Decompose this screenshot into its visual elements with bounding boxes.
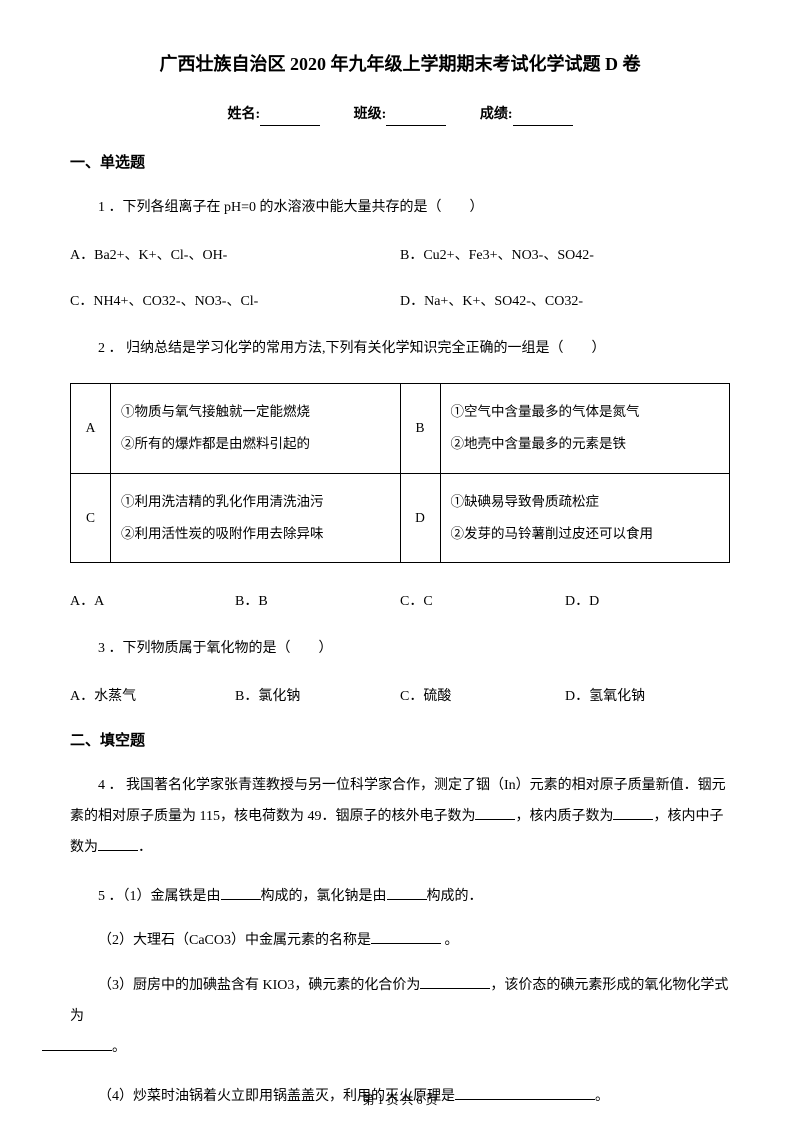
q2-option-b: B．B bbox=[235, 588, 400, 616]
exam-title: 广西壮族自治区 2020 年九年级上学期期末考试化学试题 D 卷 bbox=[70, 50, 730, 79]
question-2-text: 2 ． 归纳总结是学习化学的常用方法,下列有关化学知识完全正确的一组是（ ） bbox=[70, 334, 730, 365]
question-1-text: 1 ．下列各组离子在 pH=0 的水溶液中能大量共存的是（ ） bbox=[70, 193, 730, 224]
q5-p1-blank-1[interactable] bbox=[221, 886, 261, 900]
question-4: 4 ． 我国著名化学家张青莲教授与另一位科学家合作，测定了铟（In）元素的相对原… bbox=[70, 771, 730, 863]
q5-p1-blank-2[interactable] bbox=[387, 886, 427, 900]
q1-option-a: A．Ba2+、K+、Cl-、OH- bbox=[70, 242, 400, 270]
name-label: 姓名: bbox=[227, 107, 260, 122]
q5-p2-text-2: 。 bbox=[441, 933, 459, 948]
question-2-options: A．A B．B C．C D．D bbox=[70, 588, 730, 616]
q2-option-a: A．A bbox=[70, 588, 235, 616]
table-cell-c-content: ①利用洗洁精的乳化作用清洗油污 ②利用活性炭的吸附作用去除异味 bbox=[111, 473, 401, 563]
name-blank[interactable] bbox=[260, 110, 320, 126]
question-2-table: A ①物质与氧气接触就一定能燃烧 ②所有的爆炸都是由燃料引起的 B ①空气中含量… bbox=[70, 383, 730, 564]
q4-text-2: ，核内质子数为 bbox=[515, 809, 613, 824]
table-cell-b-label: B bbox=[400, 383, 440, 473]
q1-option-d: D．Na+、K+、SO42-、CO32- bbox=[400, 288, 730, 316]
question-5-p2: （2）大理石（CaCO3）中金属元素的名称是 。 bbox=[70, 926, 730, 957]
section-1-heading: 一、单选题 bbox=[70, 151, 730, 175]
section-2-heading: 二、填空题 bbox=[70, 729, 730, 753]
class-blank[interactable] bbox=[386, 110, 446, 126]
table-cell-b-content: ①空气中含量最多的气体是氮气 ②地壳中含量最多的元素是铁 bbox=[440, 383, 730, 473]
page-footer: 第 1 页 共 6 页 bbox=[0, 1091, 800, 1110]
table-cell-c-label: C bbox=[71, 473, 111, 563]
table-cell-a-label: A bbox=[71, 383, 111, 473]
question-3-text: 3 ．下列物质属于氧化物的是（ ） bbox=[70, 634, 730, 665]
q1-option-b: B．Cu2+、Fe3+、NO3-、SO42- bbox=[400, 242, 730, 270]
table-cell-a-content: ①物质与氧气接触就一定能燃烧 ②所有的爆炸都是由燃料引起的 bbox=[111, 383, 401, 473]
q2-option-c: C．C bbox=[400, 588, 565, 616]
q4-text-4: ． bbox=[138, 840, 152, 855]
q2-option-d: D．D bbox=[565, 588, 730, 616]
q4-blank-1[interactable] bbox=[475, 806, 515, 820]
q5-p3-text-1: （3）厨房中的加碘盐含有 KIO3，碘元素的化合价为 bbox=[98, 978, 420, 993]
q5-p1-text-3: 构成的． bbox=[427, 889, 483, 904]
q3-option-a: A．水蒸气 bbox=[70, 683, 235, 711]
q1-option-c: C．NH4+、CO32-、NO3-、Cl- bbox=[70, 288, 400, 316]
question-3-options: A．水蒸气 B．氯化钠 C．硫酸 D．氢氧化钠 bbox=[70, 683, 730, 711]
q5-p2-blank[interactable] bbox=[371, 930, 441, 944]
score-blank[interactable] bbox=[513, 110, 573, 126]
question-1-row1: A．Ba2+、K+、Cl-、OH- B．Cu2+、Fe3+、NO3-、SO42- bbox=[70, 242, 730, 270]
table-cell-d-content: ①缺碘易导致骨质疏松症 ②发芽的马铃薯削过皮还可以食用 bbox=[440, 473, 730, 563]
q5-p1-text-1: 5 ．（1）金属铁是由 bbox=[98, 889, 221, 904]
student-info-line: 姓名: 班级: 成绩: bbox=[70, 104, 730, 126]
q3-option-b: B．氯化钠 bbox=[235, 683, 400, 711]
score-label: 成绩: bbox=[480, 107, 513, 122]
q3-option-c: C．硫酸 bbox=[400, 683, 565, 711]
q4-blank-3[interactable] bbox=[98, 837, 138, 851]
q5-p2-text-1: （2）大理石（CaCO3）中金属元素的名称是 bbox=[98, 933, 371, 948]
q4-blank-2[interactable] bbox=[613, 806, 653, 820]
question-1-row2: C．NH4+、CO32-、NO3-、Cl- D．Na+、K+、SO42-、CO3… bbox=[70, 288, 730, 316]
q5-p3-blank-1[interactable] bbox=[420, 975, 490, 989]
question-5-p3: （3）厨房中的加碘盐含有 KIO3，碘元素的化合价为，该价态的碘元素形成的氧化物… bbox=[70, 971, 730, 1063]
class-label: 班级: bbox=[354, 107, 387, 122]
q3-option-d: D．氢氧化钠 bbox=[565, 683, 730, 711]
q5-p3-blank-2[interactable] bbox=[42, 1037, 112, 1051]
table-cell-d-label: D bbox=[400, 473, 440, 563]
question-5-p1: 5 ．（1）金属铁是由 构成的，氯化钠是由 构成的． bbox=[70, 882, 730, 913]
q5-p3-text-3: 。 bbox=[112, 1040, 126, 1055]
q5-p1-text-2: 构成的，氯化钠是由 bbox=[261, 889, 387, 904]
